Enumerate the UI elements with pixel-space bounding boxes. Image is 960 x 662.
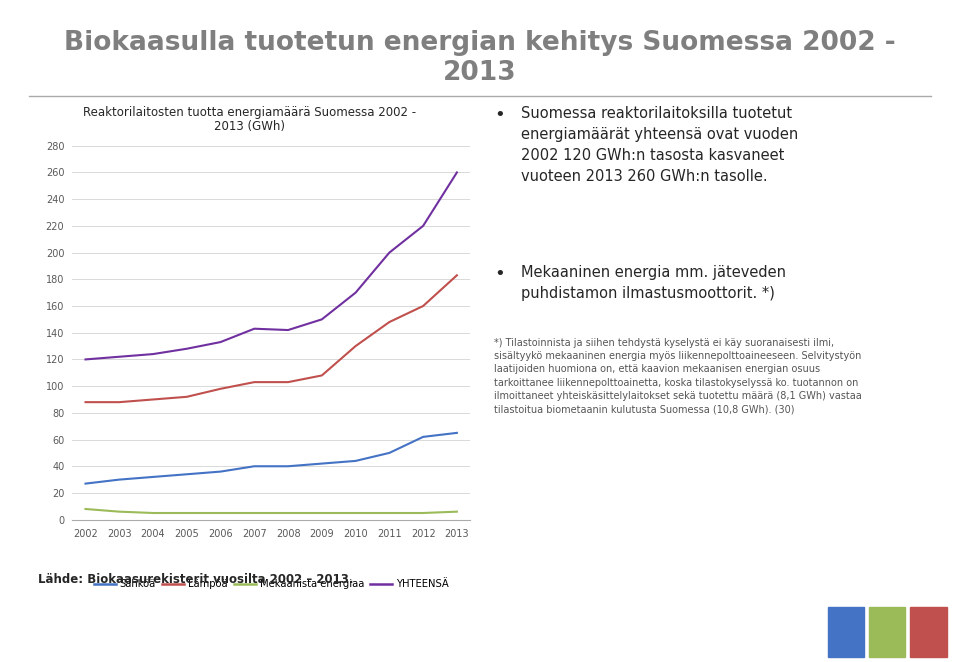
Bar — [869, 607, 905, 657]
Text: Mekaaninen energia mm. jäteveden
puhdistamon ilmastusmoottorit. *): Mekaaninen energia mm. jäteveden puhdist… — [521, 265, 786, 301]
Text: Biokaasulla tuotetun energian kehitys Suomessa 2002 -: Biokaasulla tuotetun energian kehitys Su… — [64, 30, 896, 56]
Bar — [910, 607, 947, 657]
Text: Suomessa reaktorilaitoksilla tuotetut
energiamäärät yhteensä ovat vuoden
2002 12: Suomessa reaktorilaitoksilla tuotetut en… — [521, 106, 799, 184]
Circle shape — [0, 629, 80, 636]
Text: 2013 (GWh): 2013 (GWh) — [214, 120, 285, 134]
Text: Aluekehityssäätiö: Aluekehityssäätiö — [50, 625, 204, 639]
Legend: Sähköä, Lämpöä, Mekaanista energiaa, YHTEENSÄ: Sähköä, Lämpöä, Mekaanista energiaa, YHT… — [89, 575, 453, 593]
Bar — [828, 607, 864, 657]
Text: Lähde: Biokaasurekisterit vuosilta 2002 – 2013.: Lähde: Biokaasurekisterit vuosilta 2002 … — [38, 573, 354, 586]
Text: •: • — [494, 106, 505, 124]
Text: *) Tilastoinnista ja siihen tehdystä kyselystä ei käy suoranaisesti ilmi,
sisält: *) Tilastoinnista ja siihen tehdystä kys… — [494, 338, 862, 414]
Text: •: • — [494, 265, 505, 283]
Text: 2013: 2013 — [444, 60, 516, 85]
Text: Reaktorilaitosten tuotta energiamäärä Suomessa 2002 -: Reaktorilaitosten tuotta energiamäärä Su… — [83, 106, 417, 119]
